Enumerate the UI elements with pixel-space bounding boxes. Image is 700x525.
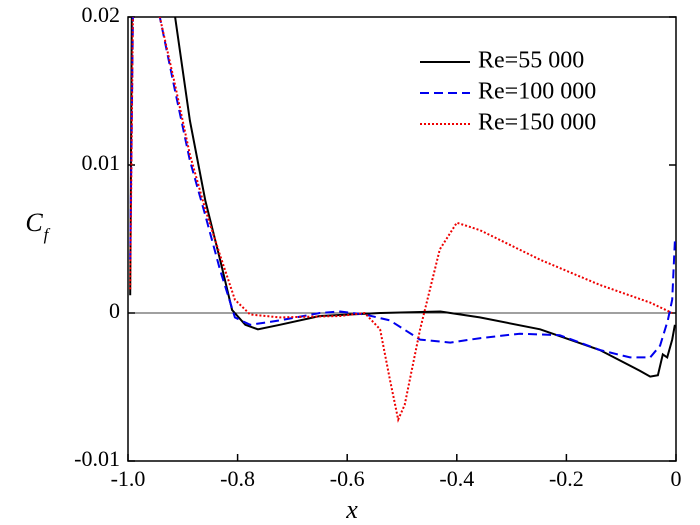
x-tick-label: -0.6	[330, 466, 365, 491]
series-line	[129, 17, 673, 423]
y-tick-label: -0.01	[74, 446, 120, 471]
legend-label: Re=55 000	[478, 48, 584, 74]
legend-label: Re=100 000	[478, 79, 596, 105]
plot-frame	[127, 16, 677, 462]
y-axis-label-sub: f	[44, 225, 51, 244]
y-tick-label: 0.01	[82, 150, 121, 175]
x-tick-label: -0.8	[220, 466, 255, 491]
x-tick-label: -0.2	[549, 466, 584, 491]
y-axis-label: C	[25, 208, 43, 237]
plot-lines	[129, 17, 676, 423]
x-axis-label: x	[345, 495, 358, 524]
series-line	[129, 17, 676, 378]
x-tick-label: 0	[671, 466, 682, 491]
legend-label: Re=150 000	[478, 110, 596, 136]
y-tick-label: 0.02	[82, 2, 121, 27]
series-line	[129, 17, 676, 359]
y-tick-label: 0	[109, 298, 120, 323]
x-tick-label: -1.0	[111, 466, 146, 491]
x-tick-label: -0.4	[439, 466, 474, 491]
